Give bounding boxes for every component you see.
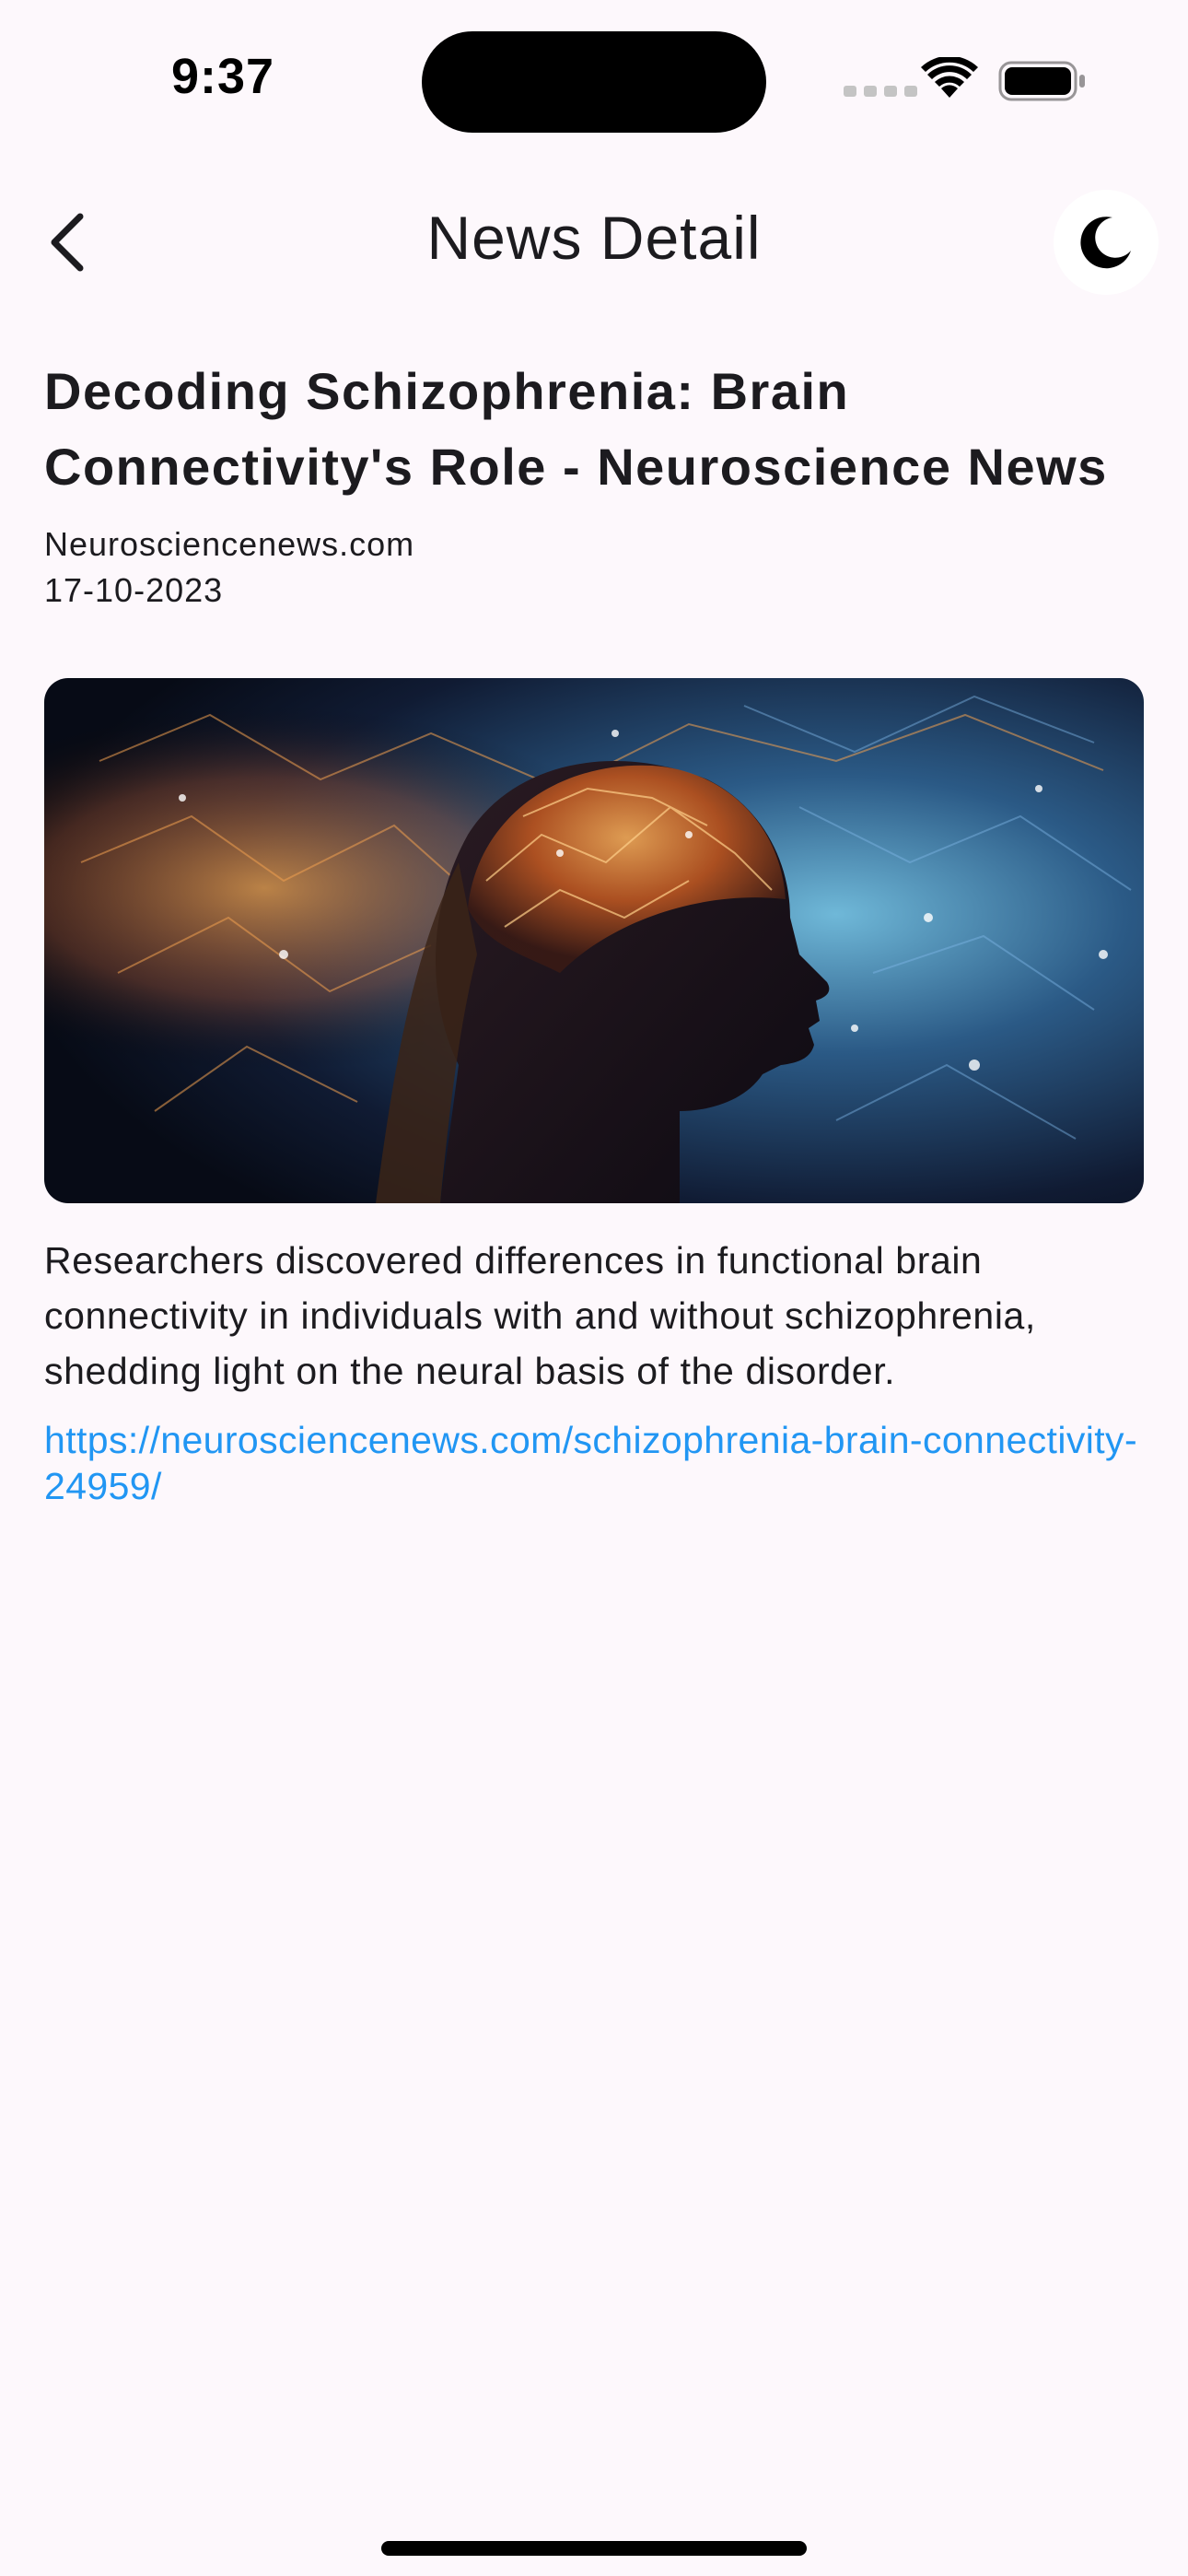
article-link[interactable]: https://neurosciencenews.com/schizophren… bbox=[44, 1419, 1138, 1507]
battery-icon bbox=[998, 61, 1085, 101]
cellular-signal-icon bbox=[844, 86, 917, 97]
status-bar: 9:37 bbox=[0, 0, 1188, 157]
article-title: Decoding Schizophrenia: Brain Connectivi… bbox=[44, 362, 1108, 496]
moon-icon bbox=[1080, 217, 1131, 269]
article-source: Neurosciencenews.com bbox=[44, 525, 415, 563]
article-description: Researchers discovered differences in fu… bbox=[44, 1239, 1036, 1392]
page-title: News Detail bbox=[426, 204, 762, 272]
wifi-icon bbox=[921, 57, 978, 98]
status-time: 9:37 bbox=[171, 49, 275, 104]
article-date: 17-10-2023 bbox=[44, 571, 224, 609]
home-indicator[interactable] bbox=[381, 2541, 807, 2556]
article-content: Decoding Schizophrenia: Brain Connectivi… bbox=[44, 354, 1144, 1509]
app-bar: News Detail bbox=[0, 184, 1188, 299]
article-image bbox=[44, 678, 1144, 1203]
back-button[interactable] bbox=[26, 201, 109, 284]
chevron-left-icon bbox=[51, 213, 84, 272]
theme-toggle-button[interactable] bbox=[1054, 190, 1159, 295]
dynamic-island bbox=[422, 31, 766, 133]
